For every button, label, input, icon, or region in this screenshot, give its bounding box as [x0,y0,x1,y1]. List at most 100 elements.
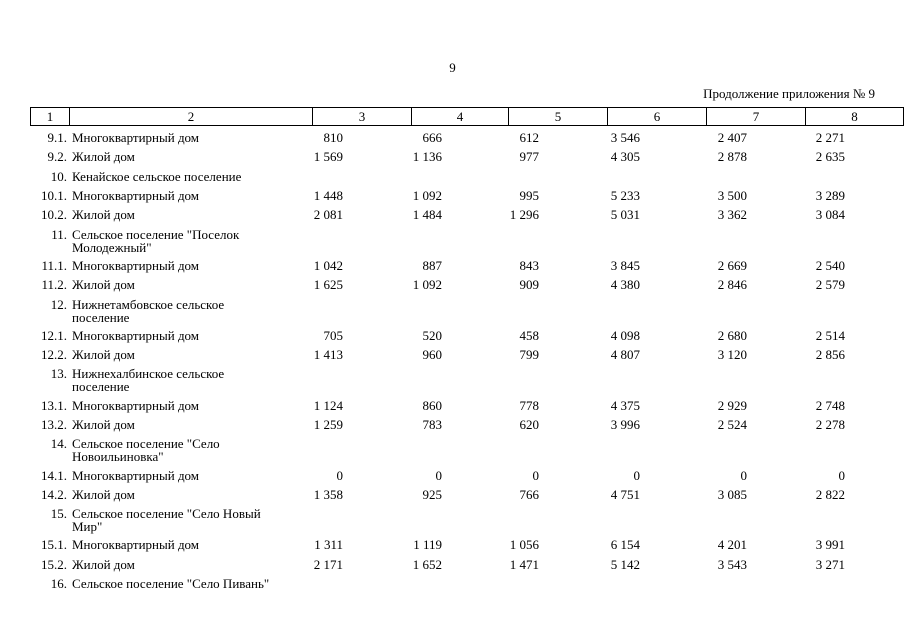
row-number: 11. [51,226,67,242]
table-row: 14. Сельское поселение "Село Новоильиновк… [30,436,877,467]
cell-col7: 2 680 [717,327,747,343]
row-number: 13.1. [41,397,67,413]
cell-col4: 960 [422,347,443,363]
cell-col7: 3 085 [717,486,747,502]
cell-col6: 4 375 [610,397,640,413]
cell-col8: 3 084 [815,207,845,223]
cell-col5: 0 [532,467,540,483]
cell-col3: 1 413 [313,347,343,363]
table-row: 13. Нижнехалбинское сельское поселение [30,366,877,397]
table-row: 10.1. Многоквартирный дом 1 448 1 092 995 5 2… [30,188,877,207]
row-number: 10.2. [41,207,67,223]
cell-col3: 1 124 [313,397,343,413]
table-body: 9.1. Многоквартирный дом 810 666 612 3 546 2 4… [30,130,877,607]
cell-col6: 3 546 [610,130,640,145]
cell-col6: 5 142 [610,556,640,572]
cell-col6: 4 751 [610,486,640,502]
cell-col5: 799 [519,347,540,363]
cell-col7: 0 [740,467,748,483]
row-number: 10. [50,168,67,184]
table-row: 15. Сельское поселение "Село Новый Мир" [30,506,877,537]
cell-col8: 0 [838,467,846,483]
table-row: 9.1. Многоквартирный дом 810 666 612 3 546 2 4… [30,130,877,149]
cell-col4: 666 [422,130,443,145]
cell-col3: 0 [336,467,344,483]
cell-col4: 783 [422,417,443,432]
column-header-table: 1 2 3 4 5 6 7 8 [30,107,904,126]
page-number: 9 [449,60,456,75]
row-name: Жилой дом [72,417,135,432]
cell-col4: 520 [422,327,443,343]
continuation-note: Продолжение приложения № 9 [703,86,875,101]
cell-col6: 5 031 [610,207,640,223]
cell-col5: 766 [519,486,540,502]
column-header-3: 3 [312,107,412,126]
cell-col7: 3 362 [717,207,747,223]
table-row: 14.1. Многоквартирный дом 0 0 0 0 0 0 [30,468,877,487]
table-row: 12.2. Жилой дом 1 413 960 799 4 807 3 120 2 856 [30,347,877,366]
row-number: 12.1. [41,327,67,343]
cell-col7: 2 878 [717,149,747,165]
column-header-5: 5 [508,107,608,126]
table-row: 10. Кенайское сельское поселение [30,169,877,188]
row-name: Многоквартирный дом [72,188,200,204]
column-header-1: 1 [30,107,70,126]
row-name: Многоквартирный дом [72,130,200,145]
cell-col5: 1 471 [509,556,539,572]
cell-col5: 620 [519,417,540,432]
row-number: 11.2. [41,277,67,293]
row-number: 9.2. [47,149,68,165]
row-name: Жилой дом [72,149,135,165]
cell-col3: 1 569 [313,149,343,165]
column-header-2: 2 [69,107,313,126]
table-row: 16. Сельское поселение "Село Пивань" [30,576,877,607]
row-name: Жилой дом [72,277,135,293]
cell-col7: 3 120 [717,347,747,363]
row-name: Многоквартирный дом [72,257,200,273]
cell-col7: 4 201 [717,537,747,553]
cell-col3: 1 358 [313,486,343,502]
row-name: Жилой дом [72,556,135,572]
row-number: 15.1. [41,537,67,553]
row-name: Жилой дом [72,486,135,502]
cell-col8: 3 289 [815,188,845,204]
cell-col4: 1 119 [413,537,442,553]
cell-col8: 2 540 [815,257,845,273]
cell-col7: 2 524 [717,417,747,432]
cell-col7: 3 500 [717,188,747,204]
cell-col4: 1 136 [412,149,442,165]
cell-col6: 3 996 [610,417,640,432]
row-number: 15. [50,506,67,522]
cell-col8: 2 748 [815,397,845,413]
cell-col7: 2 846 [717,277,747,293]
cell-col6: 0 [633,467,641,483]
cell-col7: 2 929 [717,397,747,413]
cell-col4: 1 092 [412,277,442,293]
cell-col8: 2 822 [815,486,845,502]
cell-col5: 995 [519,188,540,204]
table-row: 12.1. Многоквартирный дом 705 520 458 4 098 2 … [30,328,877,347]
cell-col5: 1 296 [509,207,539,223]
row-name: Жилой дом [72,347,135,363]
cell-col5: 612 [519,130,540,145]
column-header-8: 8 [805,107,904,126]
row-name: Многоквартирный дом [72,467,200,483]
row-name: Сельское поселение "Село Пивань" [72,576,270,592]
cell-col3: 705 [323,327,344,343]
cell-col3: 2 081 [313,207,343,223]
table-row: 13.2. Жилой дом 1 259 783 620 3 996 2 524 2 278 [30,417,877,436]
cell-col4: 925 [422,486,443,502]
table-row: 12. Нижнетамбовское сельское поселение [30,297,877,328]
table-row: 11.2. Жилой дом 1 625 1 092 909 4 380 2 846 2 5… [30,277,877,296]
row-number: 16. [50,576,67,592]
cell-col6: 4 807 [610,347,640,363]
cell-col8: 2 635 [815,149,845,165]
cell-col8: 2 856 [815,347,845,363]
cell-col8: 2 278 [815,417,845,432]
column-header-7: 7 [706,107,806,126]
cell-col3: 1 625 [313,277,343,293]
table-row: 10.2. Жилой дом 2 081 1 484 1 296 5 031 3 362 3… [30,207,877,226]
cell-col3: 2 171 [313,556,343,572]
row-number: 13. [50,366,67,382]
cell-col4: 1 092 [412,188,442,204]
